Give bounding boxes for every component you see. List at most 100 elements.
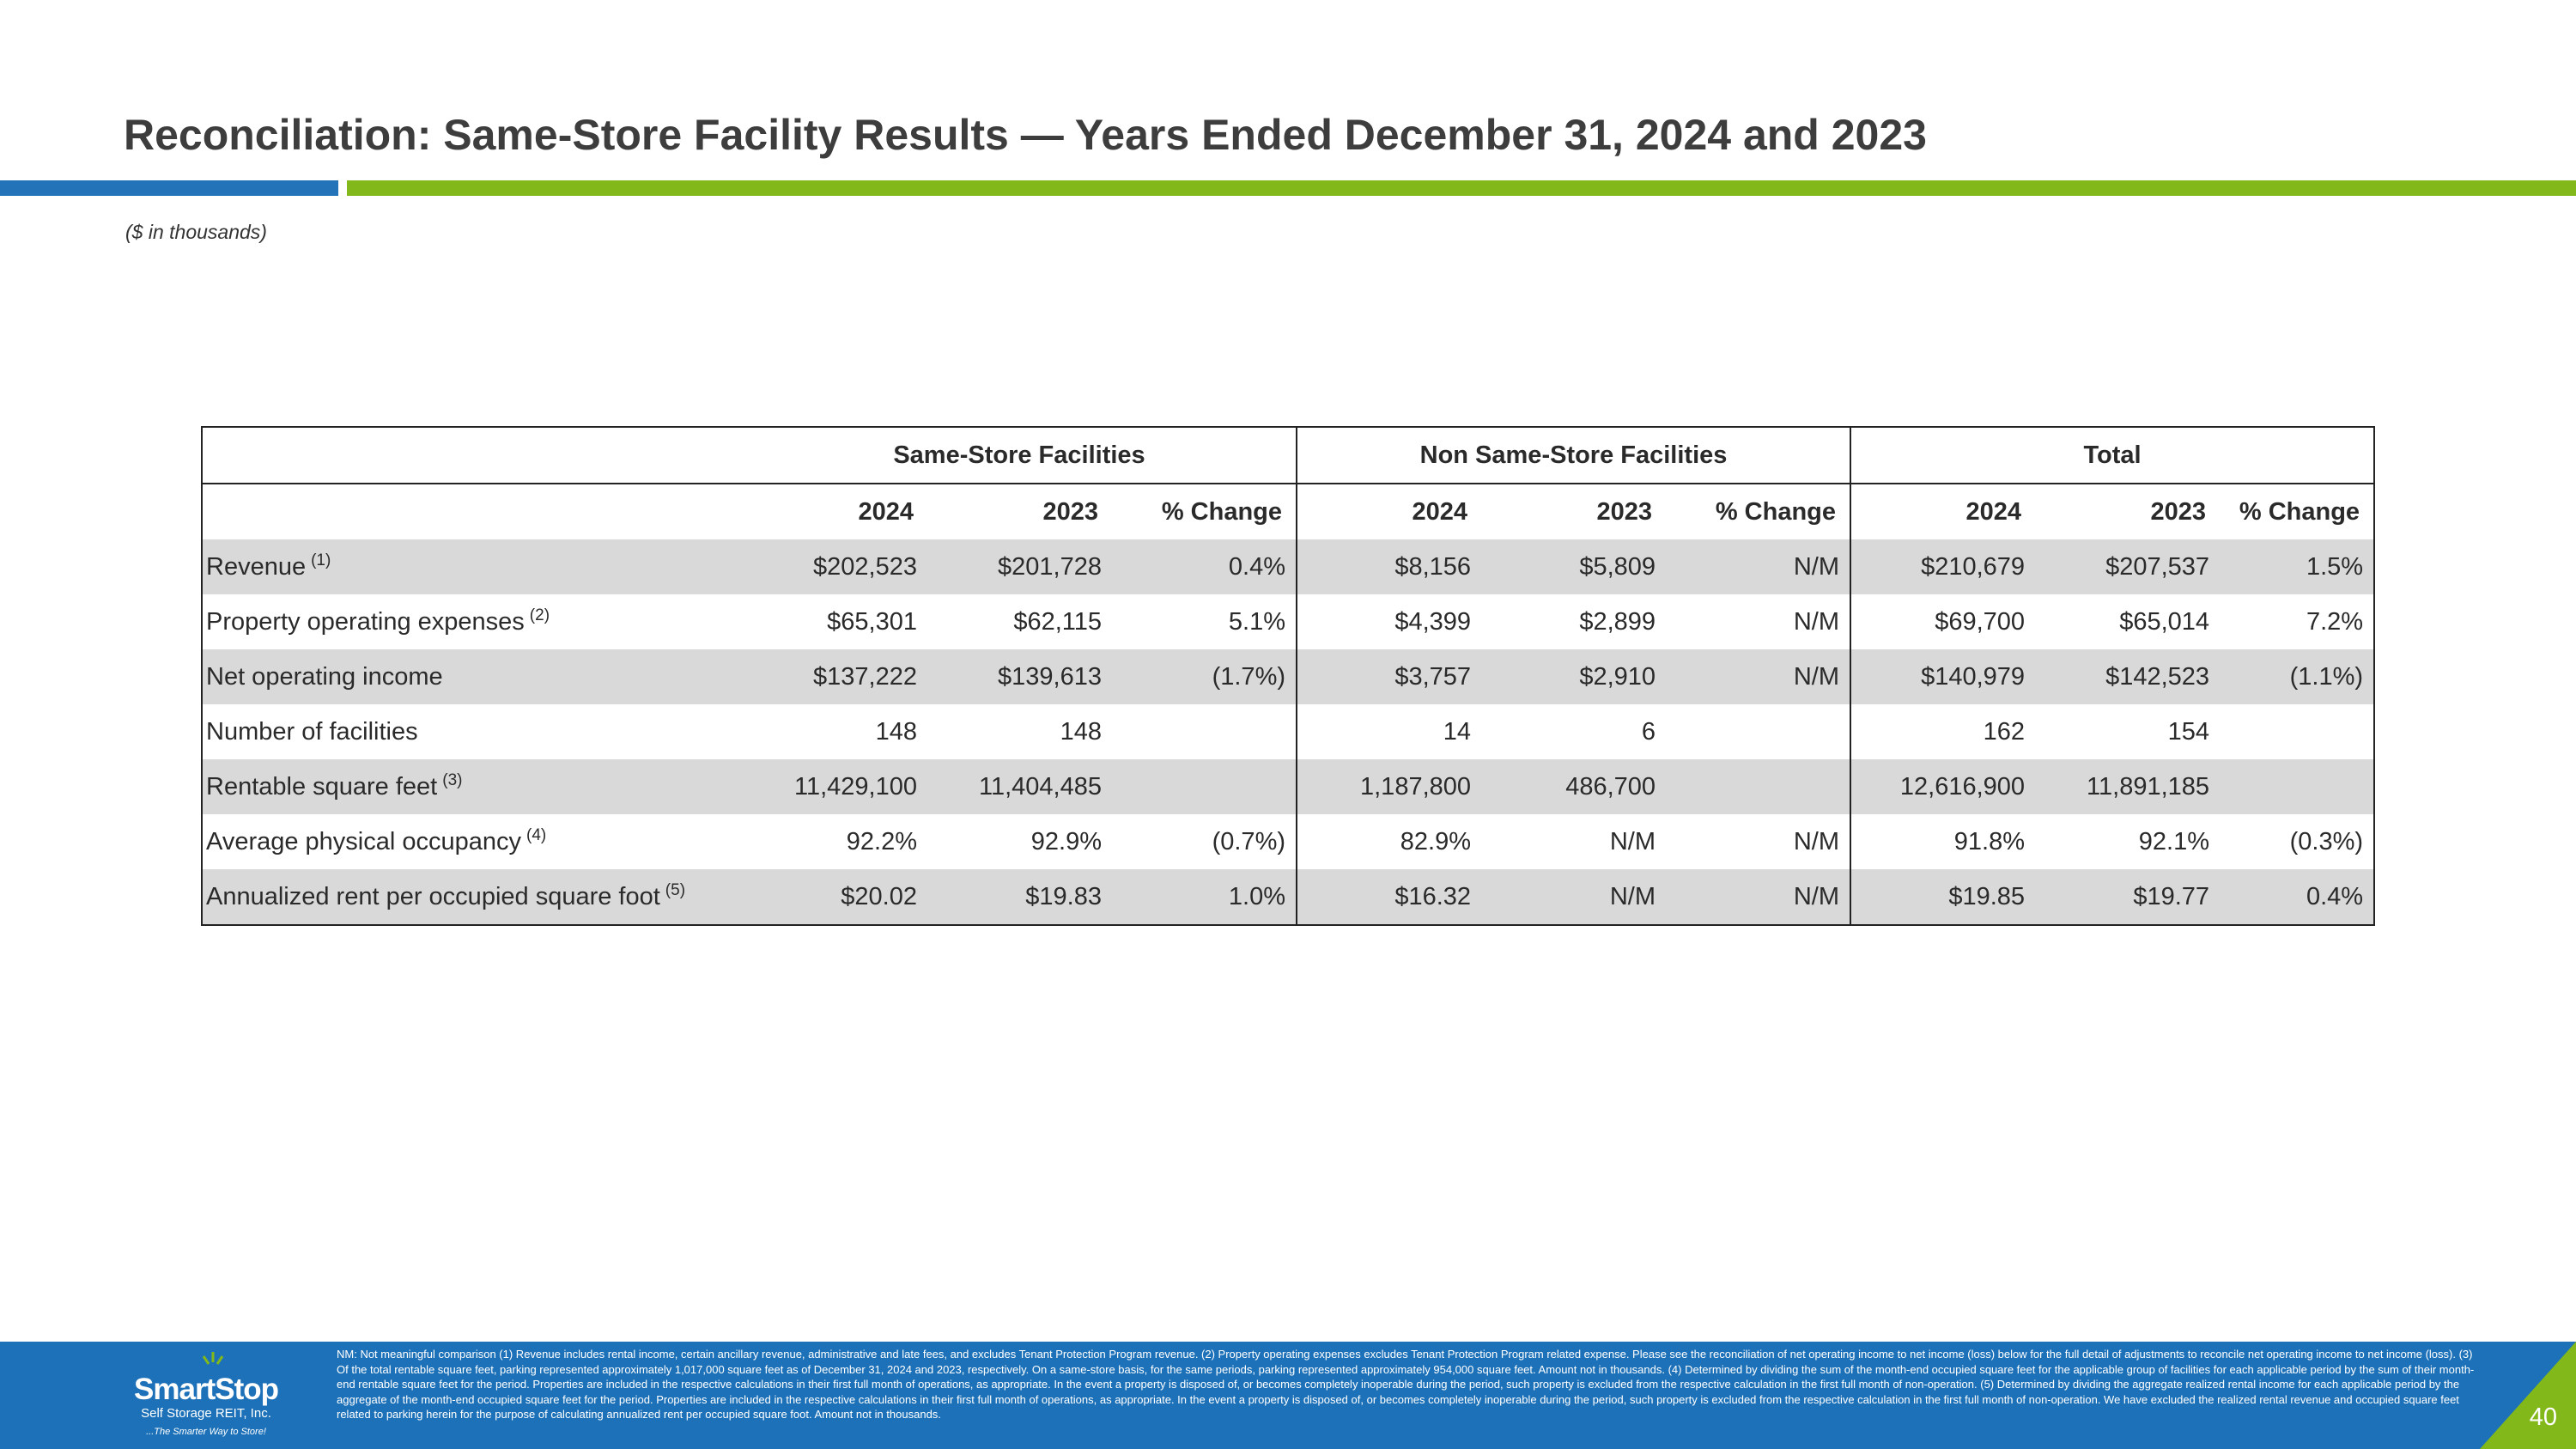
row-label-text: Annualized rent per occupied square foot <box>206 882 660 910</box>
table-cell: 154 <box>2167 717 2210 746</box>
table-cell <box>1112 759 1297 814</box>
table-cell: (0.7%) <box>1212 827 1286 855</box>
table-cell <box>2220 759 2375 814</box>
table-row: Revenue (1) $202,523 $201,728 0.4% $8,156 $5,8… <box>202 539 2375 594</box>
col-header: 2024 <box>1850 484 2036 539</box>
reconciliation-table: Same-Store Facilities Non Same-Store Fac… <box>201 426 2376 926</box>
table-cell: 12,616,900 <box>1850 759 2036 814</box>
table-cell: 5.1% <box>1228 607 1286 636</box>
table-cell: (0.3%) <box>2289 827 2364 855</box>
table-cell: N/M <box>1609 827 1656 855</box>
table-cell: 11,404,485 <box>927 759 1112 814</box>
table-cell: $207,537 <box>2035 539 2221 594</box>
table-cell: $201,728 <box>927 539 1112 594</box>
table-cell: 1.5% <box>2220 539 2375 594</box>
row-label: Revenue (1) <box>202 539 743 594</box>
footnote-ref: (1) <box>311 551 331 569</box>
page-title: Reconciliation: Same-Store Facility Resu… <box>124 111 1927 159</box>
table-cell: 92.2% <box>846 827 917 855</box>
table-cell: $4,399 <box>1296 594 1482 649</box>
table-cell: $65,014 <box>2119 607 2210 636</box>
table-cell: 0.4% <box>2220 869 2375 925</box>
table-cell: 7.2% <box>2306 607 2364 636</box>
table-cell: $2,910 <box>1481 649 1667 704</box>
table-cell: $8,156 <box>1296 539 1482 594</box>
table-cell: (1.7%) <box>1112 649 1297 704</box>
table-cell: 11,429,100 <box>743 759 927 814</box>
table-cell: 148 <box>875 717 917 746</box>
row-label-text: Revenue <box>206 552 307 581</box>
table-cell: 1,187,800 <box>1296 759 1482 814</box>
row-label-text: Rentable square feet <box>206 772 438 801</box>
table-cell: 0.4% <box>1112 539 1297 594</box>
table-cell: $202,523 <box>743 539 927 594</box>
table-cell: $16.32 <box>1296 869 1482 925</box>
footnote-ref: (3) <box>442 770 463 789</box>
logo-subtitle: Self Storage REIT, Inc. <box>141 1406 271 1421</box>
table-cell: (1.1%) <box>2220 649 2375 704</box>
table-cell: $19.85 <box>1850 869 2036 925</box>
year-header-row: 2024 2023 % Change 2024 2023 % Change 20… <box>202 484 2374 539</box>
table-cell: N/M <box>1666 869 1851 925</box>
row-label: Annualized rent per occupied square foot… <box>202 869 743 925</box>
title-underline-green <box>347 180 2576 196</box>
table-cell: $19.83 <box>927 869 1112 925</box>
col-header: 2023 <box>2150 497 2207 526</box>
table-cell: $2,899 <box>1579 607 1656 636</box>
group-header-same-store: Same-Store Facilities <box>743 427 1297 484</box>
table-cell: $20.02 <box>743 869 927 925</box>
table-cell <box>2220 704 2374 759</box>
table-cell: 82.9% <box>1296 814 1482 869</box>
footnote-ref: (4) <box>526 825 547 844</box>
table-cell: 148 <box>1060 717 1102 746</box>
table-cell: $140,979 <box>1850 649 2036 704</box>
group-header-blank <box>202 427 743 484</box>
col-header: 2023 <box>1596 497 1653 526</box>
table-cell: 162 <box>1850 704 2036 759</box>
row-label: Rentable square feet (3) <box>202 759 743 814</box>
table-row: Rentable square feet (3) 11,429,100 11,404,… <box>202 759 2375 814</box>
table-cell: 92.9% <box>1030 827 1102 855</box>
table-cell: N/M <box>1793 607 1840 636</box>
col-header: 2024 <box>1296 484 1482 539</box>
table-row: Net operating income $137,222 $139,613 (1.7… <box>202 649 2375 704</box>
table-cell: 91.8% <box>1850 814 2036 869</box>
col-header: % Change <box>1715 497 1837 526</box>
company-logo: SmartStop Self Storage REIT, Inc. ...The… <box>122 1349 290 1445</box>
row-label-text: Property operating expenses <box>206 607 525 636</box>
footnotes: NM: Not meaningful comparison (1) Revenu… <box>337 1348 2475 1422</box>
table-cell: 1.0% <box>1112 869 1297 925</box>
table-cell: $19.77 <box>2035 869 2221 925</box>
row-label: Average physical occupancy (4) <box>202 814 743 869</box>
table-cell: $137,222 <box>743 649 927 704</box>
table-row: Annualized rent per occupied square foot… <box>202 869 2375 925</box>
row-label-text: Net operating income <box>206 662 443 691</box>
group-header-total: Total <box>1850 427 2375 484</box>
col-header: 2023 <box>1042 497 1098 526</box>
table-cell <box>1112 704 1297 759</box>
units-note: ($ in thousands) <box>125 221 267 243</box>
table-cell: 486,700 <box>1481 759 1667 814</box>
table-cell: N/M <box>1481 869 1667 925</box>
group-header-non-same-store: Non Same-Store Facilities <box>1296 427 1851 484</box>
table-cell: N/M <box>1666 649 1851 704</box>
table-cell: 11,891,185 <box>2035 759 2221 814</box>
table-cell <box>1666 704 1850 759</box>
group-header-row: Same-Store Facilities Non Same-Store Fac… <box>202 427 2375 484</box>
table-cell: $139,613 <box>927 649 1112 704</box>
page-number: 40 <box>2529 1403 2557 1431</box>
table-row: Average physical occupancy (4) 92.2% 92.9% (… <box>202 814 2374 869</box>
row-label: Net operating income <box>202 649 743 704</box>
table-cell: 6 <box>1641 717 1656 746</box>
table-cell: N/M <box>1793 827 1840 855</box>
row-label: Property operating expenses (2) <box>202 594 743 649</box>
row-label-text: Average physical occupancy <box>206 827 522 855</box>
table-cell: $3,757 <box>1296 649 1482 704</box>
title-underline-blue <box>0 180 338 196</box>
logo-brand: SmartStop <box>134 1373 279 1406</box>
footnote-ref: (5) <box>665 880 686 899</box>
sparkle-icon <box>122 1349 290 1374</box>
row-label: Number of facilities <box>202 704 743 759</box>
table-cell: $69,700 <box>1850 594 2036 649</box>
table-cell: $62,115 <box>1013 607 1102 636</box>
